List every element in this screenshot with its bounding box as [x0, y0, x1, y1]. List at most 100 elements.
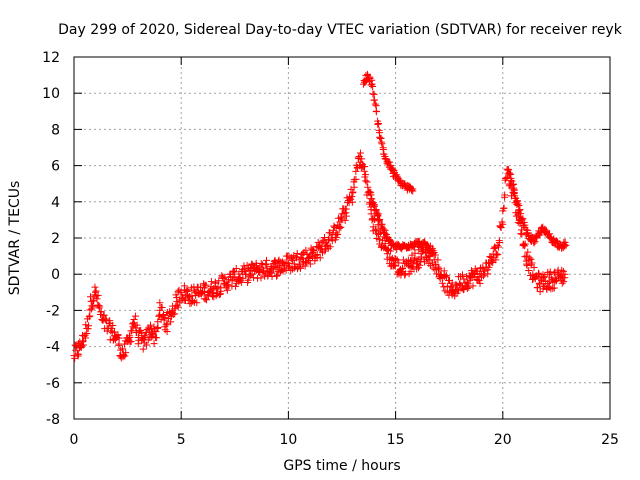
data-point — [374, 120, 382, 128]
data-point — [154, 324, 162, 332]
x-tick-label: 25 — [601, 432, 619, 448]
data-point — [541, 272, 549, 280]
data-point — [368, 195, 376, 203]
data-point — [395, 259, 403, 267]
data-point — [334, 230, 342, 238]
y-tick-label: -8 — [46, 412, 60, 428]
data-point — [88, 302, 96, 310]
data-point — [516, 206, 524, 214]
data-point — [132, 312, 140, 320]
data-point — [217, 287, 225, 295]
data-point — [224, 281, 232, 289]
data-point — [167, 318, 175, 326]
data-point — [356, 149, 364, 157]
data-point — [399, 264, 407, 272]
data-point — [443, 273, 451, 281]
data-point — [392, 255, 400, 263]
data-point — [376, 215, 384, 223]
data-point — [174, 303, 182, 311]
data-point — [274, 263, 282, 271]
chart-title: Day 299 of 2020, Sidereal Day-to-day VTE… — [58, 22, 623, 38]
data-point — [392, 171, 400, 179]
data-point — [533, 284, 541, 292]
data-point — [550, 269, 558, 277]
data-point — [139, 345, 147, 353]
data-point — [513, 197, 521, 205]
data-point — [391, 262, 399, 270]
data-point — [393, 256, 401, 264]
data-point — [163, 327, 171, 335]
y-tick-label: -4 — [46, 340, 60, 356]
data-point — [143, 341, 151, 349]
data-point — [447, 282, 455, 290]
data-point — [490, 245, 498, 253]
data-point — [387, 247, 395, 255]
grid — [74, 57, 610, 419]
data-point — [114, 331, 122, 339]
data-point — [401, 271, 409, 279]
data-point — [465, 283, 473, 291]
y-axis-label: SDTVAR / TECUs — [7, 181, 23, 296]
data-point — [349, 188, 357, 196]
data-point — [273, 271, 281, 279]
data-point — [405, 262, 413, 270]
y-tick-label: 12 — [42, 50, 60, 66]
data-point — [373, 211, 381, 219]
x-axis-label: GPS time / hours — [283, 458, 400, 474]
data-point — [342, 212, 350, 220]
x-tick-label: 5 — [177, 432, 186, 448]
data-point — [302, 246, 310, 254]
data-point — [540, 273, 548, 281]
data-point — [367, 191, 375, 199]
data-point — [504, 165, 512, 173]
data-point — [556, 240, 564, 248]
data-point — [158, 303, 166, 311]
data-point — [488, 258, 496, 266]
data-point — [485, 263, 493, 271]
data-point — [348, 198, 356, 206]
data-point — [372, 225, 380, 233]
axis-ticks: 0 5 10 15 20 25 -8 -6 -4 -2 0 2 4 6 8 10 12 — [42, 50, 619, 448]
data-point — [362, 171, 370, 179]
data-point — [501, 191, 509, 199]
data-point — [517, 230, 525, 238]
data-point — [328, 237, 336, 245]
data-point — [561, 238, 569, 246]
data-point — [434, 256, 442, 264]
data-point — [361, 163, 369, 171]
data-point — [459, 271, 467, 279]
data-point — [86, 312, 94, 320]
data-point — [87, 293, 95, 301]
data-point — [244, 276, 252, 284]
data-point — [221, 273, 229, 281]
data-point — [272, 272, 280, 280]
data-point — [320, 233, 328, 241]
data-point — [508, 181, 516, 189]
data-point — [560, 278, 568, 286]
data-point — [85, 313, 93, 321]
data-point — [152, 328, 160, 336]
data-point — [305, 253, 313, 261]
data-point — [430, 248, 438, 256]
data-point — [268, 264, 276, 272]
data-point — [494, 251, 502, 259]
data-point — [377, 138, 385, 146]
data-point — [203, 296, 211, 304]
data-point — [463, 284, 471, 292]
data-point — [397, 269, 405, 277]
data-point — [82, 321, 90, 329]
data-point — [492, 256, 500, 264]
data-point — [514, 200, 522, 208]
data-point — [378, 140, 386, 148]
data-point — [524, 248, 532, 256]
data-point — [185, 293, 193, 301]
data-point — [163, 320, 171, 328]
data-point — [525, 266, 533, 274]
data-point — [337, 223, 345, 231]
data-point — [71, 341, 79, 349]
data-point — [352, 175, 360, 183]
data-point — [285, 262, 293, 270]
data-point — [171, 310, 179, 318]
data-point — [76, 343, 84, 351]
data-point — [146, 321, 154, 329]
